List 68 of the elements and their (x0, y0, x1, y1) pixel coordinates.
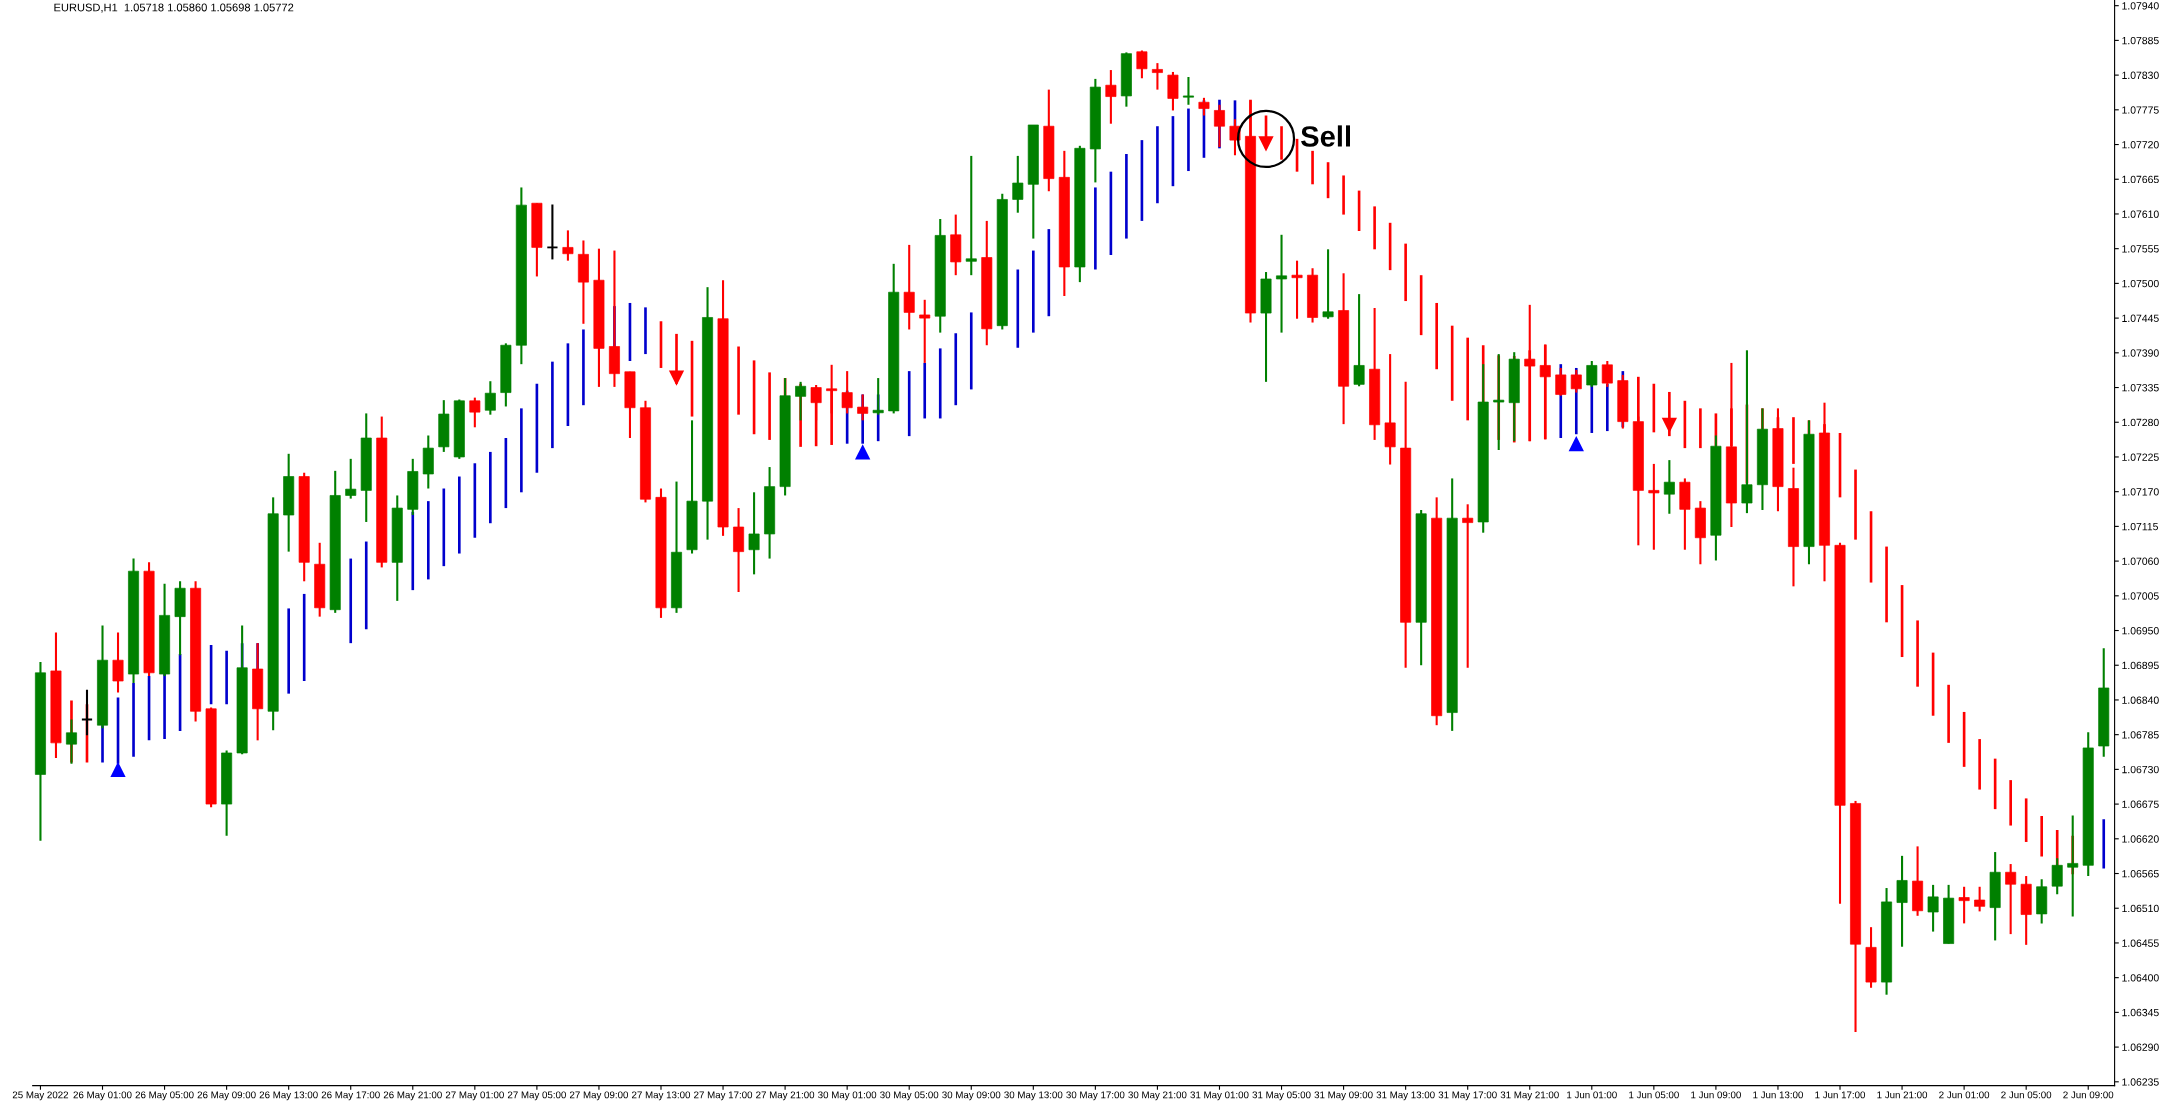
x-tick-label: 30 May 05:00 (880, 1091, 939, 1101)
y-tick-label: 1.06730 (2122, 765, 2159, 774)
x-tick-label: 27 May 13:00 (632, 1091, 691, 1101)
y-tick-label: 1.06895 (2122, 661, 2159, 670)
x-tick-label: 26 May 21:00 (383, 1091, 442, 1101)
y-tick-label: 1.07610 (2122, 210, 2159, 218)
x-tick-label: 1 Jun 21:00 (1877, 1091, 1928, 1099)
x-tick-label: 31 May 13:00 (1376, 1091, 1435, 1101)
x-tick-label: 2 Jun 05:00 (2001, 1091, 2052, 1099)
y-tick-label: 1.07445 (2122, 314, 2159, 322)
x-tick-label: 31 May 17:00 (1438, 1091, 1497, 1101)
x-tick-label: 30 May 13:00 (1004, 1091, 1063, 1101)
x-tick-label: 31 May 21:00 (1500, 1091, 1559, 1101)
y-tick-label: 1.07775 (2122, 106, 2159, 114)
y-tick-label: 1.06675 (2122, 800, 2159, 808)
y-tick-label: 1.07060 (2122, 557, 2159, 565)
x-tick-label: 26 May 13:00 (259, 1091, 318, 1101)
x-tick-label: 26 May 09:00 (197, 1091, 256, 1101)
chart-title: EURUSD,H1 1.05718 1.05860 1.05698 1.05772 (54, 3, 294, 13)
y-tick-label: 1.06510 (2122, 904, 2159, 913)
x-tick-label: 31 May 09:00 (1314, 1091, 1373, 1101)
x-tick-label: 1 Jun 09:00 (1691, 1091, 1741, 1099)
y-tick-label: 1.06400 (2122, 974, 2159, 982)
annotation: Sell (1301, 125, 1350, 147)
x-tick-label: 31 May 01:00 (1190, 1091, 1249, 1101)
y-tick-label: 1.06455 (2122, 939, 2159, 947)
x-tick-label: 30 May 21:00 (1128, 1091, 1187, 1101)
y-tick-label: 1.06235 (2122, 1078, 2159, 1086)
y-tick-label: 1.06950 (2122, 627, 2159, 635)
y-tick-label: 1.06620 (2122, 835, 2159, 843)
y-tick-label: 1.06840 (2122, 696, 2159, 704)
x-tick-label: 2 Jun 09:00 (2063, 1091, 2114, 1099)
x-tick-label: 30 May 17:00 (1066, 1091, 1125, 1101)
x-tick-label: 27 May 17:00 (694, 1091, 753, 1101)
x-tick-label: 30 May 09:00 (942, 1091, 1001, 1101)
x-tick-label: 1 Jun 01:00 (1567, 1091, 1617, 1099)
y-tick-label: 1.06345 (2122, 1008, 2159, 1017)
y-tick-label: 1.07940 (2122, 2, 2159, 10)
y-tick-label: 1.07170 (2122, 488, 2159, 496)
x-tick-label: 31 May 05:00 (1252, 1091, 1311, 1101)
x-tick-label: 26 May 17:00 (321, 1091, 380, 1101)
y-tick-label: 1.07280 (2122, 418, 2159, 427)
x-tick-label: 30 May 01:00 (818, 1091, 877, 1101)
x-tick-label: 27 May 01:00 (445, 1091, 504, 1101)
x-tick-label: 1 Jun 05:00 (1629, 1091, 1679, 1099)
y-tick-label: 1.07555 (2122, 245, 2159, 253)
y-tick-label: 1.07500 (2122, 279, 2159, 288)
y-tick-label: 1.06290 (2122, 1043, 2159, 1051)
x-tick-label: 27 May 21:00 (756, 1091, 815, 1101)
y-tick-label: 1.07005 (2122, 592, 2159, 600)
y-tick-label: 1.07665 (2122, 175, 2159, 184)
y-tick-label: 1.07390 (2122, 349, 2159, 357)
x-tick-label: 2 Jun 01:00 (1939, 1091, 1990, 1099)
y-tick-label: 1.07720 (2122, 141, 2159, 149)
y-tick-label: 1.07885 (2122, 36, 2159, 45)
x-tick-label: 26 May 01:00 (73, 1091, 132, 1101)
x-tick-label: 1 Jun 17:00 (1815, 1091, 1866, 1099)
x-tick-label: 27 May 05:00 (507, 1091, 566, 1101)
x-tick-label: 26 May 05:00 (135, 1091, 194, 1101)
y-tick-label: 1.07115 (2122, 522, 2158, 531)
y-tick-label: 1.07830 (2122, 71, 2159, 79)
x-tick-label: 27 May 09:00 (569, 1091, 629, 1101)
x-tick-label: 1 Jun 13:00 (1753, 1091, 1803, 1099)
x-tick-label: 25 May 2022 (12, 1091, 69, 1101)
y-tick-label: 1.07335 (2122, 384, 2159, 392)
y-tick-label: 1.06785 (2122, 731, 2159, 739)
y-tick-label: 1.07225 (2122, 453, 2159, 461)
y-tick-label: 1.06565 (2122, 870, 2159, 878)
